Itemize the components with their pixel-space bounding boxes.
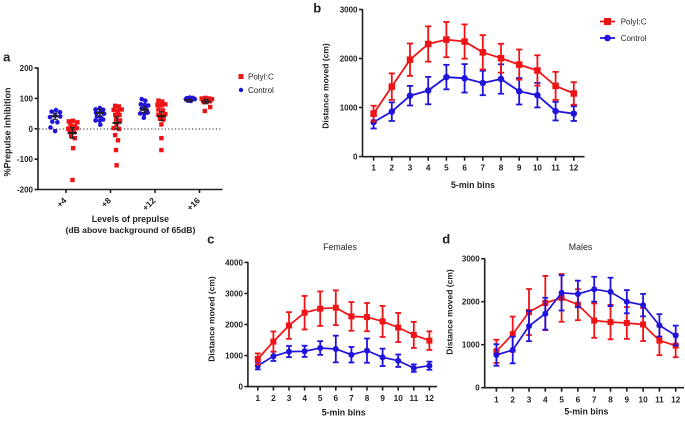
svg-text:12: 12 bbox=[569, 164, 579, 173]
svg-text:Distance moved (cm): Distance moved (cm) bbox=[321, 43, 331, 129]
svg-text:1: 1 bbox=[494, 396, 499, 405]
svg-text:2000: 2000 bbox=[340, 54, 358, 63]
svg-text:6: 6 bbox=[576, 396, 581, 405]
svg-text:2: 2 bbox=[510, 396, 515, 405]
svg-text:2: 2 bbox=[390, 164, 395, 173]
svg-text:3: 3 bbox=[287, 394, 292, 403]
svg-text:c: c bbox=[207, 232, 214, 247]
svg-text:4: 4 bbox=[426, 164, 431, 173]
svg-text:5: 5 bbox=[318, 394, 323, 403]
svg-text:10: 10 bbox=[639, 396, 649, 405]
svg-text:2000: 2000 bbox=[462, 298, 480, 307]
svg-text:0: 0 bbox=[29, 125, 34, 134]
svg-text:2: 2 bbox=[271, 394, 276, 403]
svg-text:9: 9 bbox=[625, 396, 630, 405]
svg-text:5-min bins: 5-min bins bbox=[322, 407, 366, 417]
svg-text:3000: 3000 bbox=[462, 255, 480, 264]
svg-text:d: d bbox=[442, 232, 450, 247]
svg-text:100: 100 bbox=[20, 94, 34, 103]
svg-text:1: 1 bbox=[256, 394, 261, 403]
svg-text:a: a bbox=[3, 50, 11, 65]
svg-text:9: 9 bbox=[517, 164, 522, 173]
svg-text:Levels of prepulse: Levels of prepulse bbox=[92, 214, 169, 224]
svg-text:1: 1 bbox=[371, 164, 376, 173]
svg-text:8: 8 bbox=[365, 394, 370, 403]
svg-text:4: 4 bbox=[543, 396, 548, 405]
svg-text:Distance moved (cm): Distance moved (cm) bbox=[444, 269, 454, 355]
svg-text:11: 11 bbox=[655, 396, 664, 405]
svg-text:12: 12 bbox=[671, 396, 681, 405]
svg-text:5-min bins: 5-min bins bbox=[564, 407, 608, 417]
svg-text:11: 11 bbox=[551, 164, 560, 173]
svg-text:7: 7 bbox=[481, 164, 486, 173]
svg-text:6: 6 bbox=[462, 164, 467, 173]
svg-text:12: 12 bbox=[425, 394, 435, 403]
svg-text:-200: -200 bbox=[17, 186, 34, 195]
svg-text:7: 7 bbox=[349, 394, 354, 403]
svg-text:11: 11 bbox=[409, 394, 418, 403]
svg-text:9: 9 bbox=[380, 394, 385, 403]
svg-text:Distance moved (cm): Distance moved (cm) bbox=[207, 276, 217, 362]
svg-text:%Prepulse inhibition: %Prepulse inhibition bbox=[3, 87, 13, 176]
svg-text:Control: Control bbox=[621, 34, 647, 43]
svg-text:1000: 1000 bbox=[340, 103, 358, 112]
svg-text:10: 10 bbox=[533, 164, 543, 173]
svg-text:0: 0 bbox=[238, 383, 243, 392]
svg-text:0: 0 bbox=[475, 384, 480, 393]
svg-text:5-min bins: 5-min bins bbox=[451, 180, 495, 190]
svg-text:1000: 1000 bbox=[462, 341, 480, 350]
svg-text:4000: 4000 bbox=[225, 258, 243, 267]
svg-text:Males: Males bbox=[569, 242, 593, 252]
svg-text:8: 8 bbox=[608, 396, 613, 405]
svg-text:(dB above background of 65dB): (dB above background of 65dB) bbox=[65, 225, 195, 235]
svg-text:b: b bbox=[313, 0, 321, 15]
svg-text:8: 8 bbox=[499, 164, 504, 173]
svg-text:3: 3 bbox=[527, 396, 532, 405]
svg-text:2000: 2000 bbox=[225, 320, 243, 329]
svg-text:-100: -100 bbox=[17, 155, 34, 164]
svg-text:Females: Females bbox=[323, 242, 357, 252]
svg-text:PolyI:C: PolyI:C bbox=[248, 72, 274, 81]
svg-text:3000: 3000 bbox=[225, 289, 243, 298]
svg-text:200: 200 bbox=[20, 64, 34, 73]
svg-text:0: 0 bbox=[353, 152, 358, 161]
svg-text:10: 10 bbox=[394, 394, 404, 403]
svg-text:1000: 1000 bbox=[225, 351, 243, 360]
svg-text:PolyI:C: PolyI:C bbox=[621, 18, 647, 27]
svg-text:Control: Control bbox=[248, 86, 274, 95]
svg-text:5: 5 bbox=[444, 164, 449, 173]
svg-text:3000: 3000 bbox=[340, 5, 358, 14]
svg-text:3: 3 bbox=[408, 164, 413, 173]
svg-text:6: 6 bbox=[334, 394, 339, 403]
svg-text:5: 5 bbox=[559, 396, 564, 405]
svg-text:4: 4 bbox=[302, 394, 307, 403]
svg-text:7: 7 bbox=[592, 396, 597, 405]
